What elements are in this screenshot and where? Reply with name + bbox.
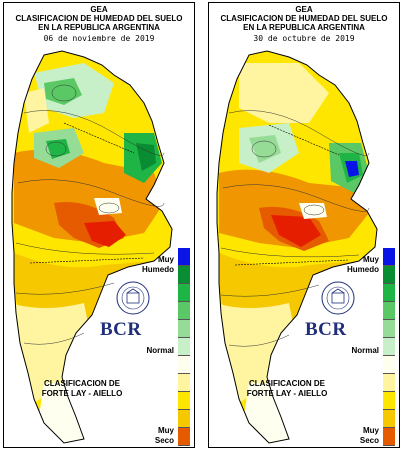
argentina-soil-moisture-map bbox=[216, 50, 378, 444]
legend-swatch bbox=[383, 266, 395, 284]
legend-swatch bbox=[383, 374, 395, 392]
legend-swatch bbox=[178, 284, 190, 302]
bcr-logo: BCR bbox=[305, 319, 347, 340]
method-line-2: FORTE LAY - AIELLO bbox=[246, 389, 328, 398]
bcr-seal-icon bbox=[116, 281, 150, 315]
map-panel-right: GEA CLASIFICACION DE HUMEDAD DEL SUELO E… bbox=[208, 2, 400, 448]
legend-bottom-label: Muy bbox=[158, 426, 174, 435]
legend-swatch bbox=[178, 320, 190, 338]
legend-swatch bbox=[383, 428, 395, 446]
legend-swatch bbox=[178, 302, 190, 320]
legend-bottom-label: Muy bbox=[363, 426, 379, 435]
title-line-1: CLASIFICACION DE HUMEDAD DEL SUELO bbox=[220, 14, 388, 23]
legend-bottom-label-2: Seco bbox=[359, 436, 379, 445]
legend-swatch bbox=[383, 338, 395, 356]
bcr-seal-icon bbox=[321, 281, 355, 315]
title-line-1: CLASIFICACION DE HUMEDAD DEL SUELO bbox=[15, 14, 183, 23]
moisture-legend bbox=[383, 248, 395, 446]
method-line-1: CLASIFICACION DE bbox=[44, 379, 120, 388]
argentina-soil-moisture-map bbox=[11, 50, 173, 444]
legend-swatch bbox=[178, 392, 190, 410]
legend-swatch bbox=[383, 248, 395, 266]
legend-swatch bbox=[178, 374, 190, 392]
legend-mid-label: Normal bbox=[146, 346, 174, 355]
method-line-1: CLASIFICACION DE bbox=[249, 379, 325, 388]
bcr-logo: BCR bbox=[100, 319, 142, 340]
legend-swatch bbox=[383, 392, 395, 410]
legend-swatch bbox=[383, 320, 395, 338]
title-line-2: EN LA REPUBLICA ARGENTINA bbox=[38, 23, 160, 32]
agency-label: GEA bbox=[295, 5, 313, 14]
legend-top-label: Muy bbox=[363, 255, 379, 264]
legend-swatch bbox=[178, 428, 190, 446]
legend-swatch bbox=[178, 356, 190, 374]
map-panel-left: GEA CLASIFICACION DE HUMEDAD DEL SUELO E… bbox=[3, 2, 195, 448]
legend-swatch bbox=[178, 266, 190, 284]
legend-swatch bbox=[383, 410, 395, 428]
moisture-legend bbox=[178, 248, 190, 446]
legend-top-label-2: Humedo bbox=[347, 265, 379, 274]
legend-swatch bbox=[383, 284, 395, 302]
map-date: 30 de octubre de 2019 bbox=[253, 34, 355, 43]
legend-bottom-label-2: Seco bbox=[154, 436, 174, 445]
method-line-2: FORTE LAY - AIELLO bbox=[41, 389, 123, 398]
legend-mid-label: Normal bbox=[351, 346, 379, 355]
map-date: 06 de noviembre de 2019 bbox=[43, 34, 155, 43]
legend-swatch bbox=[383, 356, 395, 374]
legend-top-label: Muy bbox=[158, 255, 174, 264]
legend-swatch bbox=[383, 302, 395, 320]
legend-swatch bbox=[178, 410, 190, 428]
legend-top-label-2: Humedo bbox=[142, 265, 174, 274]
legend-swatch bbox=[178, 248, 190, 266]
title-line-2: EN LA REPUBLICA ARGENTINA bbox=[243, 23, 365, 32]
agency-label: GEA bbox=[90, 5, 108, 14]
legend-swatch bbox=[178, 338, 190, 356]
